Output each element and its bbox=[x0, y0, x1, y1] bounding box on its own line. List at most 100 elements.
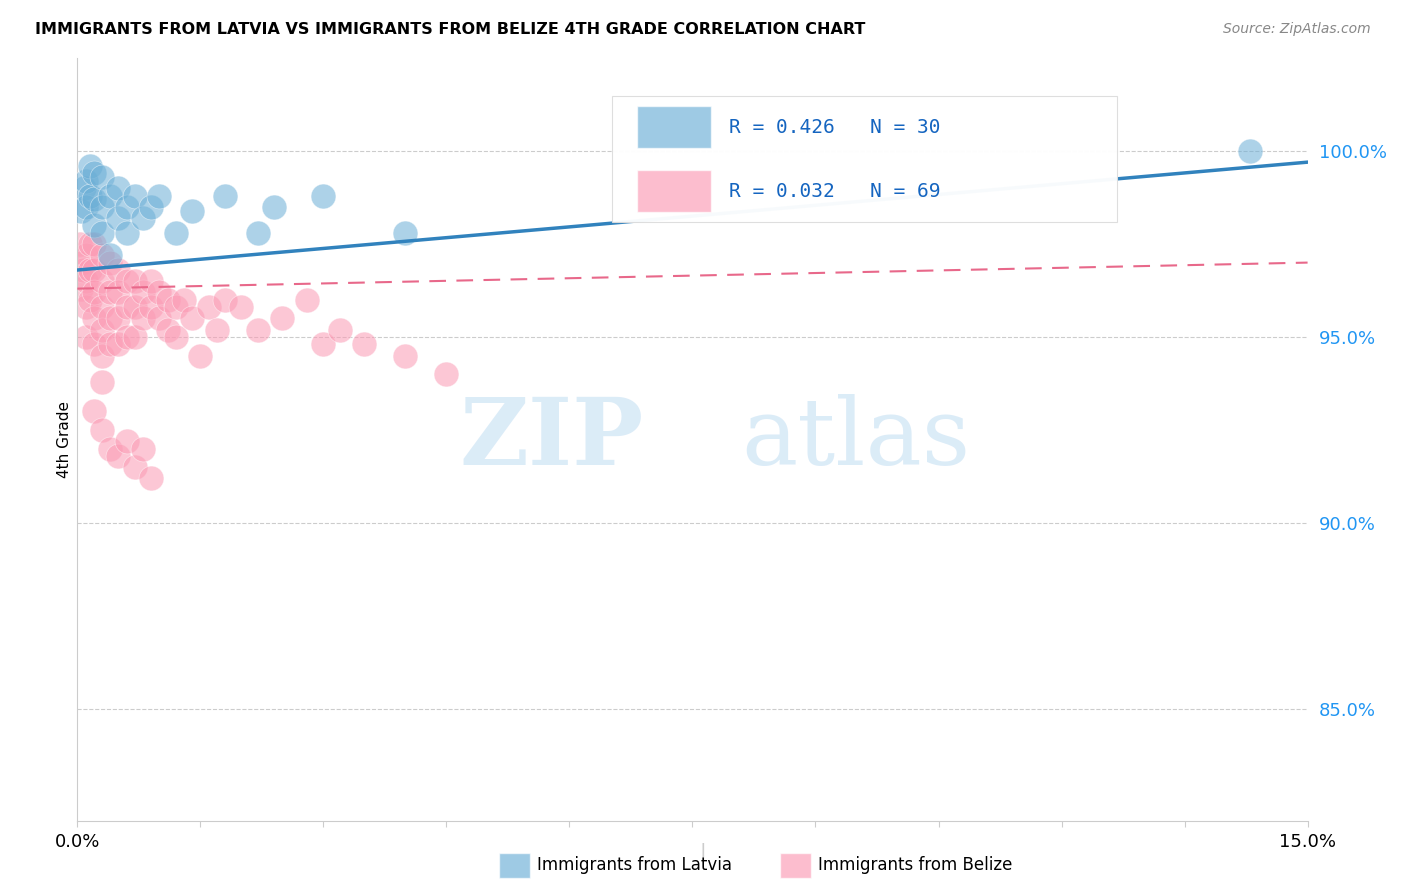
Point bbox=[75, 330, 97, 344]
Point bbox=[75, 274, 97, 288]
Point bbox=[83, 404, 105, 418]
Point bbox=[214, 188, 236, 202]
Point bbox=[90, 322, 114, 336]
Point bbox=[173, 293, 195, 307]
Point bbox=[312, 188, 335, 202]
Point bbox=[165, 330, 187, 344]
Point bbox=[107, 181, 129, 195]
Text: atlas: atlas bbox=[742, 394, 972, 484]
Point bbox=[165, 226, 187, 240]
Y-axis label: 4th Grade: 4th Grade bbox=[56, 401, 72, 478]
Point bbox=[263, 200, 285, 214]
Point bbox=[107, 211, 129, 225]
Point bbox=[132, 285, 155, 300]
Point bbox=[90, 423, 114, 437]
Text: Immigrants from Latvia: Immigrants from Latvia bbox=[537, 856, 733, 874]
Point bbox=[197, 300, 219, 314]
Point bbox=[205, 322, 228, 336]
Text: ZIP: ZIP bbox=[458, 394, 644, 484]
Point bbox=[436, 368, 458, 382]
Point bbox=[107, 449, 129, 463]
Point bbox=[75, 248, 97, 262]
Point bbox=[115, 300, 138, 314]
Point bbox=[124, 300, 146, 314]
Point bbox=[141, 471, 163, 485]
Text: R = 0.426   N = 30: R = 0.426 N = 30 bbox=[730, 118, 941, 136]
Point bbox=[90, 300, 114, 314]
Point bbox=[115, 200, 138, 214]
Point bbox=[79, 263, 101, 277]
Point bbox=[83, 237, 105, 252]
Point bbox=[70, 203, 93, 218]
Point bbox=[312, 337, 335, 351]
Point bbox=[90, 169, 114, 184]
Point bbox=[141, 300, 163, 314]
Text: Immigrants from Belize: Immigrants from Belize bbox=[818, 856, 1012, 874]
Point bbox=[148, 188, 170, 202]
Point bbox=[90, 349, 114, 363]
Bar bbox=[637, 170, 711, 212]
Point bbox=[98, 337, 121, 351]
Point bbox=[132, 442, 155, 456]
Point bbox=[148, 311, 170, 326]
Point bbox=[165, 300, 187, 314]
Point bbox=[214, 293, 236, 307]
Text: Source: ZipAtlas.com: Source: ZipAtlas.com bbox=[1223, 22, 1371, 37]
Point bbox=[115, 330, 138, 344]
Point bbox=[83, 285, 105, 300]
Point bbox=[73, 181, 96, 195]
Point bbox=[124, 460, 146, 475]
Point bbox=[70, 282, 93, 296]
Point bbox=[132, 211, 155, 225]
Point bbox=[83, 219, 105, 233]
Point bbox=[98, 255, 121, 269]
Point bbox=[79, 293, 101, 307]
Point bbox=[295, 293, 318, 307]
Point bbox=[69, 237, 91, 252]
Point bbox=[83, 166, 105, 180]
Point bbox=[83, 337, 105, 351]
Point bbox=[90, 274, 114, 288]
Point bbox=[107, 285, 129, 300]
Point bbox=[115, 434, 138, 449]
Point bbox=[188, 349, 212, 363]
Point bbox=[98, 311, 121, 326]
Point bbox=[181, 203, 204, 218]
Point bbox=[141, 200, 163, 214]
Point bbox=[394, 349, 416, 363]
Point bbox=[79, 188, 101, 202]
Point bbox=[90, 248, 114, 262]
Point bbox=[90, 375, 114, 389]
Point bbox=[70, 255, 93, 269]
Point bbox=[156, 322, 179, 336]
Point bbox=[90, 226, 114, 240]
Text: R = 0.032   N = 69: R = 0.032 N = 69 bbox=[730, 182, 941, 201]
Text: |: | bbox=[700, 842, 706, 862]
FancyBboxPatch shape bbox=[613, 96, 1116, 222]
Point bbox=[98, 188, 121, 202]
Point bbox=[246, 322, 269, 336]
Point bbox=[181, 311, 204, 326]
Point bbox=[75, 200, 97, 214]
Point bbox=[107, 337, 129, 351]
Point bbox=[75, 300, 97, 314]
Point bbox=[156, 293, 179, 307]
Point bbox=[394, 226, 416, 240]
Point bbox=[132, 311, 155, 326]
Point bbox=[83, 192, 105, 206]
Point bbox=[107, 263, 129, 277]
Point bbox=[353, 337, 375, 351]
Point bbox=[115, 274, 138, 288]
Point bbox=[148, 285, 170, 300]
Point bbox=[75, 174, 97, 188]
Point bbox=[141, 274, 163, 288]
Point bbox=[271, 311, 294, 326]
Point bbox=[83, 311, 105, 326]
Point bbox=[231, 300, 253, 314]
Point bbox=[79, 237, 101, 252]
Point bbox=[98, 248, 121, 262]
Point bbox=[115, 226, 138, 240]
Bar bbox=[637, 106, 711, 148]
Point bbox=[83, 263, 105, 277]
Point bbox=[329, 322, 352, 336]
